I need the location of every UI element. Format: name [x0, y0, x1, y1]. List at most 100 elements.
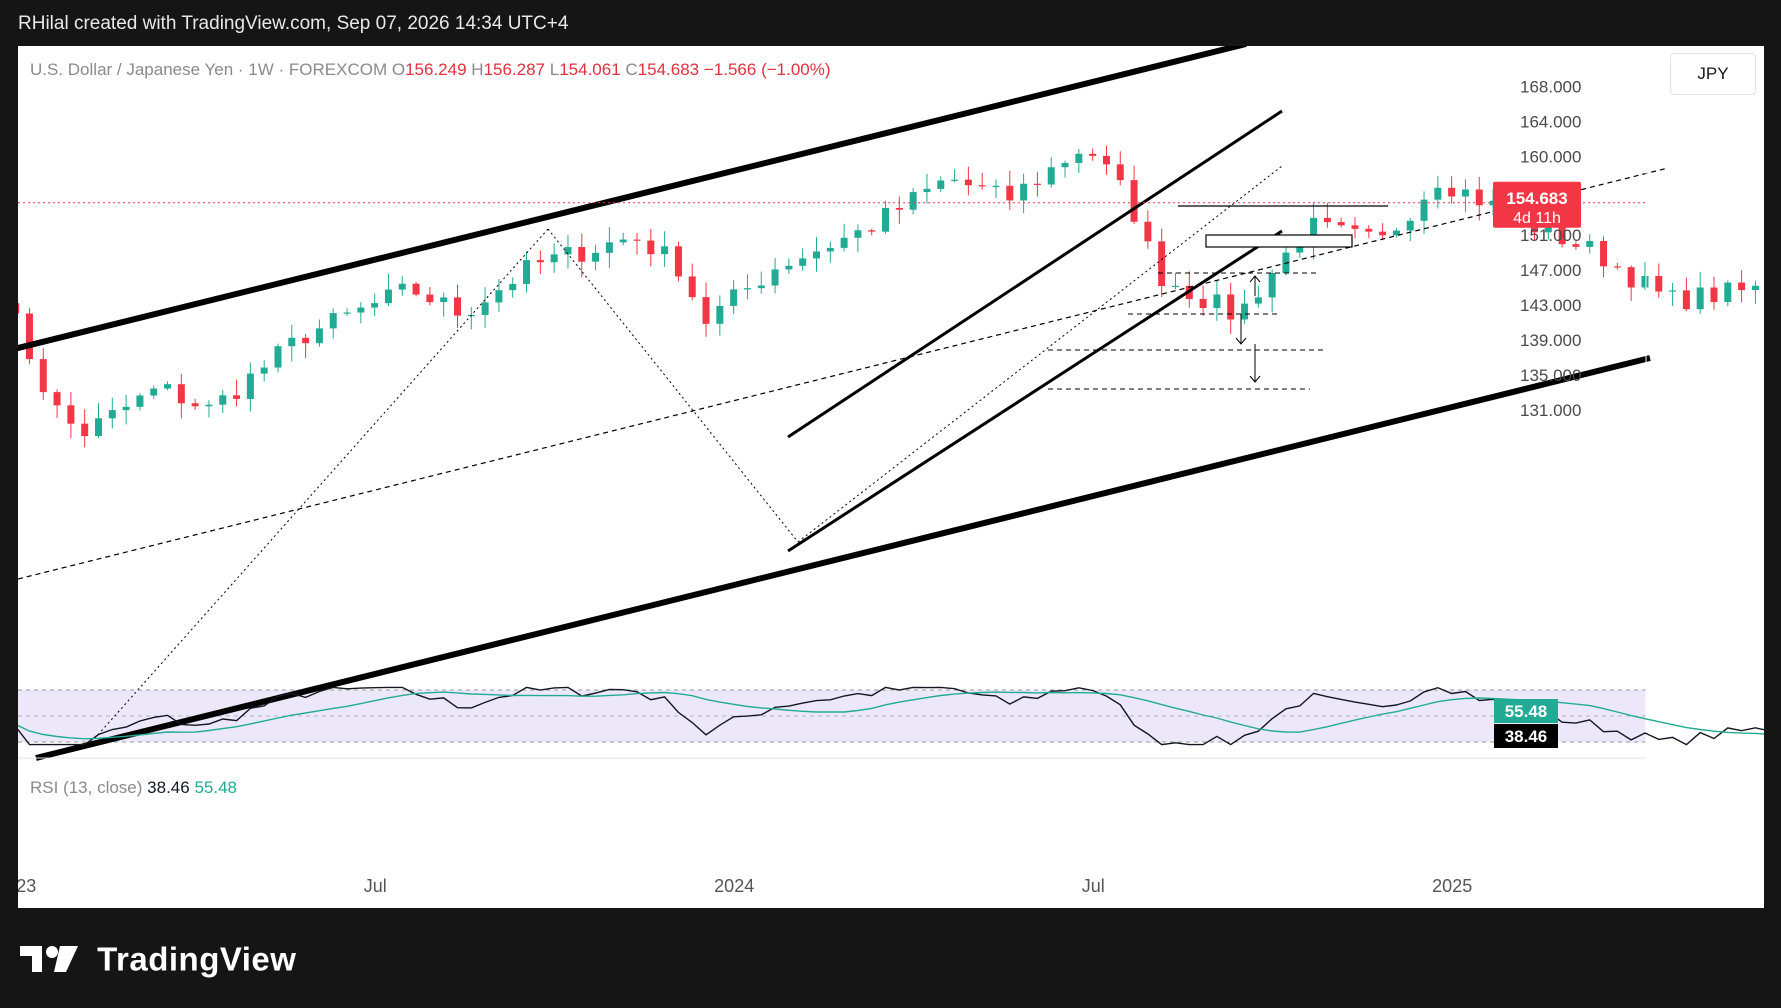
open-value: 156.249 [405, 60, 467, 79]
open-label: O [391, 60, 406, 79]
tradingview-brand[interactable]: TradingView [20, 938, 296, 978]
x-tick-label: Jul [1082, 876, 1105, 896]
candle-body [108, 410, 116, 419]
candle-body [53, 392, 61, 406]
candle-body [1241, 303, 1249, 320]
candle-body [619, 239, 627, 243]
rsi-band [18, 690, 1646, 742]
candle-body [1227, 294, 1235, 320]
candle-body [274, 346, 282, 368]
candle-body [1613, 266, 1621, 268]
y-tick-label: 135.000 [1520, 366, 1581, 385]
candle-body [951, 179, 959, 181]
candle-body [1434, 187, 1442, 200]
chart-panel[interactable]: 168.000 164.000 160.000 151.000 147.000 143.0… [18, 46, 1764, 908]
rsi-ma-tag: 55.48 [1505, 702, 1548, 721]
x-tick-label: 2025 [1432, 876, 1472, 896]
candle-body [1310, 217, 1318, 246]
candle-body [757, 285, 765, 289]
change-value: −1.566 (−1.00%) [703, 60, 831, 79]
candle-body [1572, 244, 1580, 247]
candle-body [812, 251, 820, 259]
candle-body [18, 303, 20, 314]
candle-body [716, 305, 724, 324]
x-tick-label: Jul [364, 876, 387, 896]
candle-body [426, 294, 434, 303]
candle-body [25, 313, 33, 360]
candle-body [633, 239, 641, 241]
candle-body [564, 247, 572, 255]
swing-dotted-line-down [547, 228, 799, 543]
y-tick-label: 160.000 [1520, 147, 1581, 166]
candle-body [1254, 297, 1262, 304]
candle-body [702, 297, 710, 324]
candle-body [260, 367, 268, 374]
candle-body [495, 290, 503, 303]
candle-body [1420, 199, 1428, 221]
price-tag-bg [1493, 181, 1581, 228]
price-tag-value: 154.683 [1506, 189, 1567, 208]
candle-body [1365, 228, 1373, 232]
candle-body [909, 192, 917, 210]
candle-body [1544, 223, 1552, 233]
brand-name: TradingView [97, 940, 297, 978]
candle-body [246, 373, 254, 399]
candle-body [1669, 290, 1677, 292]
candle-body [730, 289, 738, 306]
candle-body [1379, 231, 1387, 236]
y-tick-label: 147.000 [1520, 261, 1581, 280]
candle-body [1696, 287, 1704, 310]
candle-body [509, 283, 517, 291]
candle-body [1461, 189, 1469, 197]
tradingview-logo-icon [20, 946, 78, 973]
rsi-ma-line [18, 691, 1764, 740]
candle-body [315, 328, 323, 344]
candle-body [384, 289, 392, 304]
candle-body [1171, 285, 1179, 288]
currency-button[interactable]: JPY [1670, 53, 1756, 95]
candle-body [1448, 187, 1456, 197]
candle-body [481, 302, 489, 315]
candle-body [136, 395, 144, 407]
candle-body [1116, 164, 1124, 181]
candle-body [177, 384, 185, 404]
candle-body [39, 359, 47, 393]
y-tick-label: 168.000 [1520, 77, 1581, 96]
down-arrow-1-head [1235, 337, 1247, 345]
candle-body [992, 185, 1000, 188]
price-chart[interactable]: 168.000 164.000 160.000 151.000 147.000 143.0… [18, 46, 1764, 908]
candle-body [205, 404, 213, 407]
candle-body [233, 395, 241, 399]
candle-body [688, 276, 696, 298]
rsi-legend: RSI (13, close) 38.46 55.48 [30, 778, 237, 798]
candle-body [1213, 294, 1221, 309]
candle-body [923, 188, 931, 193]
attribution-text: RHilal created with TradingView.com, Sep… [18, 13, 569, 34]
candle-body [661, 246, 669, 255]
price-tag-countdown: 4d 11h [1513, 210, 1561, 227]
attribution-bar: RHilal created with TradingView.com, Sep… [0, 0, 1781, 46]
low-value: 154.061 [559, 60, 621, 79]
candle-body [398, 283, 406, 290]
candle-body [288, 337, 296, 347]
candle-body [1158, 241, 1166, 287]
candle-body [164, 384, 172, 389]
y-tick-label: 139.000 [1520, 331, 1581, 350]
median-dashed-line [18, 167, 1669, 580]
candle-body [329, 313, 337, 329]
candle-body [674, 246, 682, 277]
candle-body [81, 423, 89, 437]
candle-body [1600, 240, 1608, 267]
x-tick-label: 2024 [714, 876, 754, 896]
candle-body [1061, 162, 1069, 168]
y-tick-label: 131.000 [1520, 401, 1581, 420]
candle-body [1323, 217, 1331, 223]
candle-body [826, 247, 834, 252]
candle-body [895, 207, 903, 210]
high-value: 156.287 [483, 60, 546, 79]
candle-body [67, 405, 75, 424]
y-tick-label: 164.000 [1520, 112, 1581, 131]
candle-body [1641, 276, 1649, 288]
candle-body [94, 418, 102, 437]
candle-body [453, 297, 461, 316]
